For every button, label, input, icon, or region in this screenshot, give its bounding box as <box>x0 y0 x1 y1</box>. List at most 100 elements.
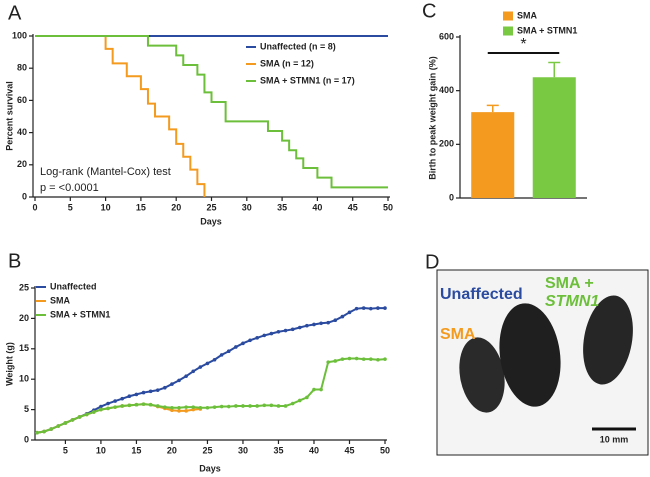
marker <box>191 405 196 409</box>
x-tick-label: 15 <box>131 445 141 455</box>
marker <box>383 357 387 361</box>
marker <box>255 336 259 340</box>
x-tick-label: 35 <box>277 202 287 212</box>
marker <box>184 374 188 378</box>
marker <box>262 403 267 408</box>
error-bar <box>486 104 499 113</box>
x-tick-label: 10 <box>101 202 111 212</box>
marker <box>127 403 132 408</box>
marker <box>127 394 132 399</box>
x-tick-label: 40 <box>309 445 319 455</box>
x-tick-label: 30 <box>238 445 248 455</box>
marker <box>248 338 252 343</box>
marker <box>347 310 352 315</box>
annotation: Log-rank (Mantel-Cox) test <box>40 166 171 178</box>
annotation: p = <0.0001 <box>40 182 99 194</box>
marker <box>184 409 188 413</box>
marker <box>99 407 103 412</box>
y-axis-label: Percent survival <box>4 81 14 151</box>
y-tick-label: 20 <box>17 159 27 169</box>
marker <box>205 405 210 410</box>
marker <box>84 412 89 417</box>
y-tick-label: 5 <box>24 404 29 414</box>
panel-letter: A <box>8 2 22 24</box>
marker <box>241 341 245 346</box>
x-tick-label: 35 <box>273 445 283 455</box>
marker <box>63 421 68 425</box>
marker <box>383 306 387 310</box>
marker <box>177 405 181 410</box>
marker <box>141 402 146 406</box>
marker <box>49 427 54 431</box>
bar <box>532 77 576 198</box>
marker <box>184 405 188 409</box>
marker <box>319 321 323 326</box>
x-tick-label: 25 <box>206 202 216 212</box>
series-line <box>35 35 388 189</box>
panel-letter: D <box>425 251 439 273</box>
marker <box>354 306 359 311</box>
marker <box>326 360 330 364</box>
marker <box>212 357 217 362</box>
marker <box>219 404 224 409</box>
marker <box>340 357 345 361</box>
marker <box>99 404 103 409</box>
marker <box>198 365 203 369</box>
legend-label: Unaffected (n = 8) <box>260 41 336 51</box>
marker <box>155 404 160 408</box>
scale-label: 10 mm <box>600 434 629 444</box>
mouse-stmn1 <box>583 295 633 385</box>
panel-letter: C <box>422 0 436 22</box>
y-tick-label: 200 <box>439 139 454 149</box>
marker <box>361 357 366 361</box>
x-tick-label: 40 <box>312 202 322 212</box>
marker <box>163 385 167 390</box>
marker <box>212 405 217 409</box>
marker <box>106 406 110 411</box>
x-tick-label: 30 <box>242 202 252 212</box>
marker <box>269 403 274 408</box>
marker <box>226 404 231 409</box>
significance: * <box>520 36 526 53</box>
y-tick-label: 0 <box>24 434 29 444</box>
marker <box>312 387 316 392</box>
marker <box>70 418 75 422</box>
y-tick-label: 0 <box>22 191 27 201</box>
x-tick-label: 50 <box>383 202 393 212</box>
marker <box>42 429 46 434</box>
marker <box>276 404 281 408</box>
mouse-unaffected <box>499 303 561 407</box>
x-tick-label: 45 <box>344 445 354 455</box>
marker <box>290 327 295 332</box>
photo-label: SMA <box>440 326 476 343</box>
marker <box>297 325 302 330</box>
x-tick-label: 20 <box>167 445 177 455</box>
y-tick-label: 400 <box>439 85 454 95</box>
marker <box>283 404 288 408</box>
marker <box>319 387 323 392</box>
marker <box>92 410 96 414</box>
marker <box>354 356 359 361</box>
marker <box>113 405 117 409</box>
marker <box>226 349 231 354</box>
marker <box>177 409 181 413</box>
marker <box>340 314 345 319</box>
marker <box>361 306 366 310</box>
marker <box>163 405 167 409</box>
y-tick-label: 25 <box>19 282 29 292</box>
y-tick-label: 0 <box>449 192 454 202</box>
x-tick-label: 45 <box>348 202 358 212</box>
marker <box>368 306 373 311</box>
marker <box>148 389 153 394</box>
y-tick-label: 10 <box>19 374 29 384</box>
x-tick-label: 0 <box>32 202 37 212</box>
marker <box>376 357 380 362</box>
marker <box>326 320 330 325</box>
marker <box>113 399 117 403</box>
marker <box>241 404 245 408</box>
panel-letter: B <box>8 250 21 272</box>
y-tick-label: 60 <box>17 95 27 105</box>
marker <box>312 322 316 327</box>
y-tick-label: 80 <box>17 63 27 73</box>
x-axis-label: Days <box>199 463 221 473</box>
